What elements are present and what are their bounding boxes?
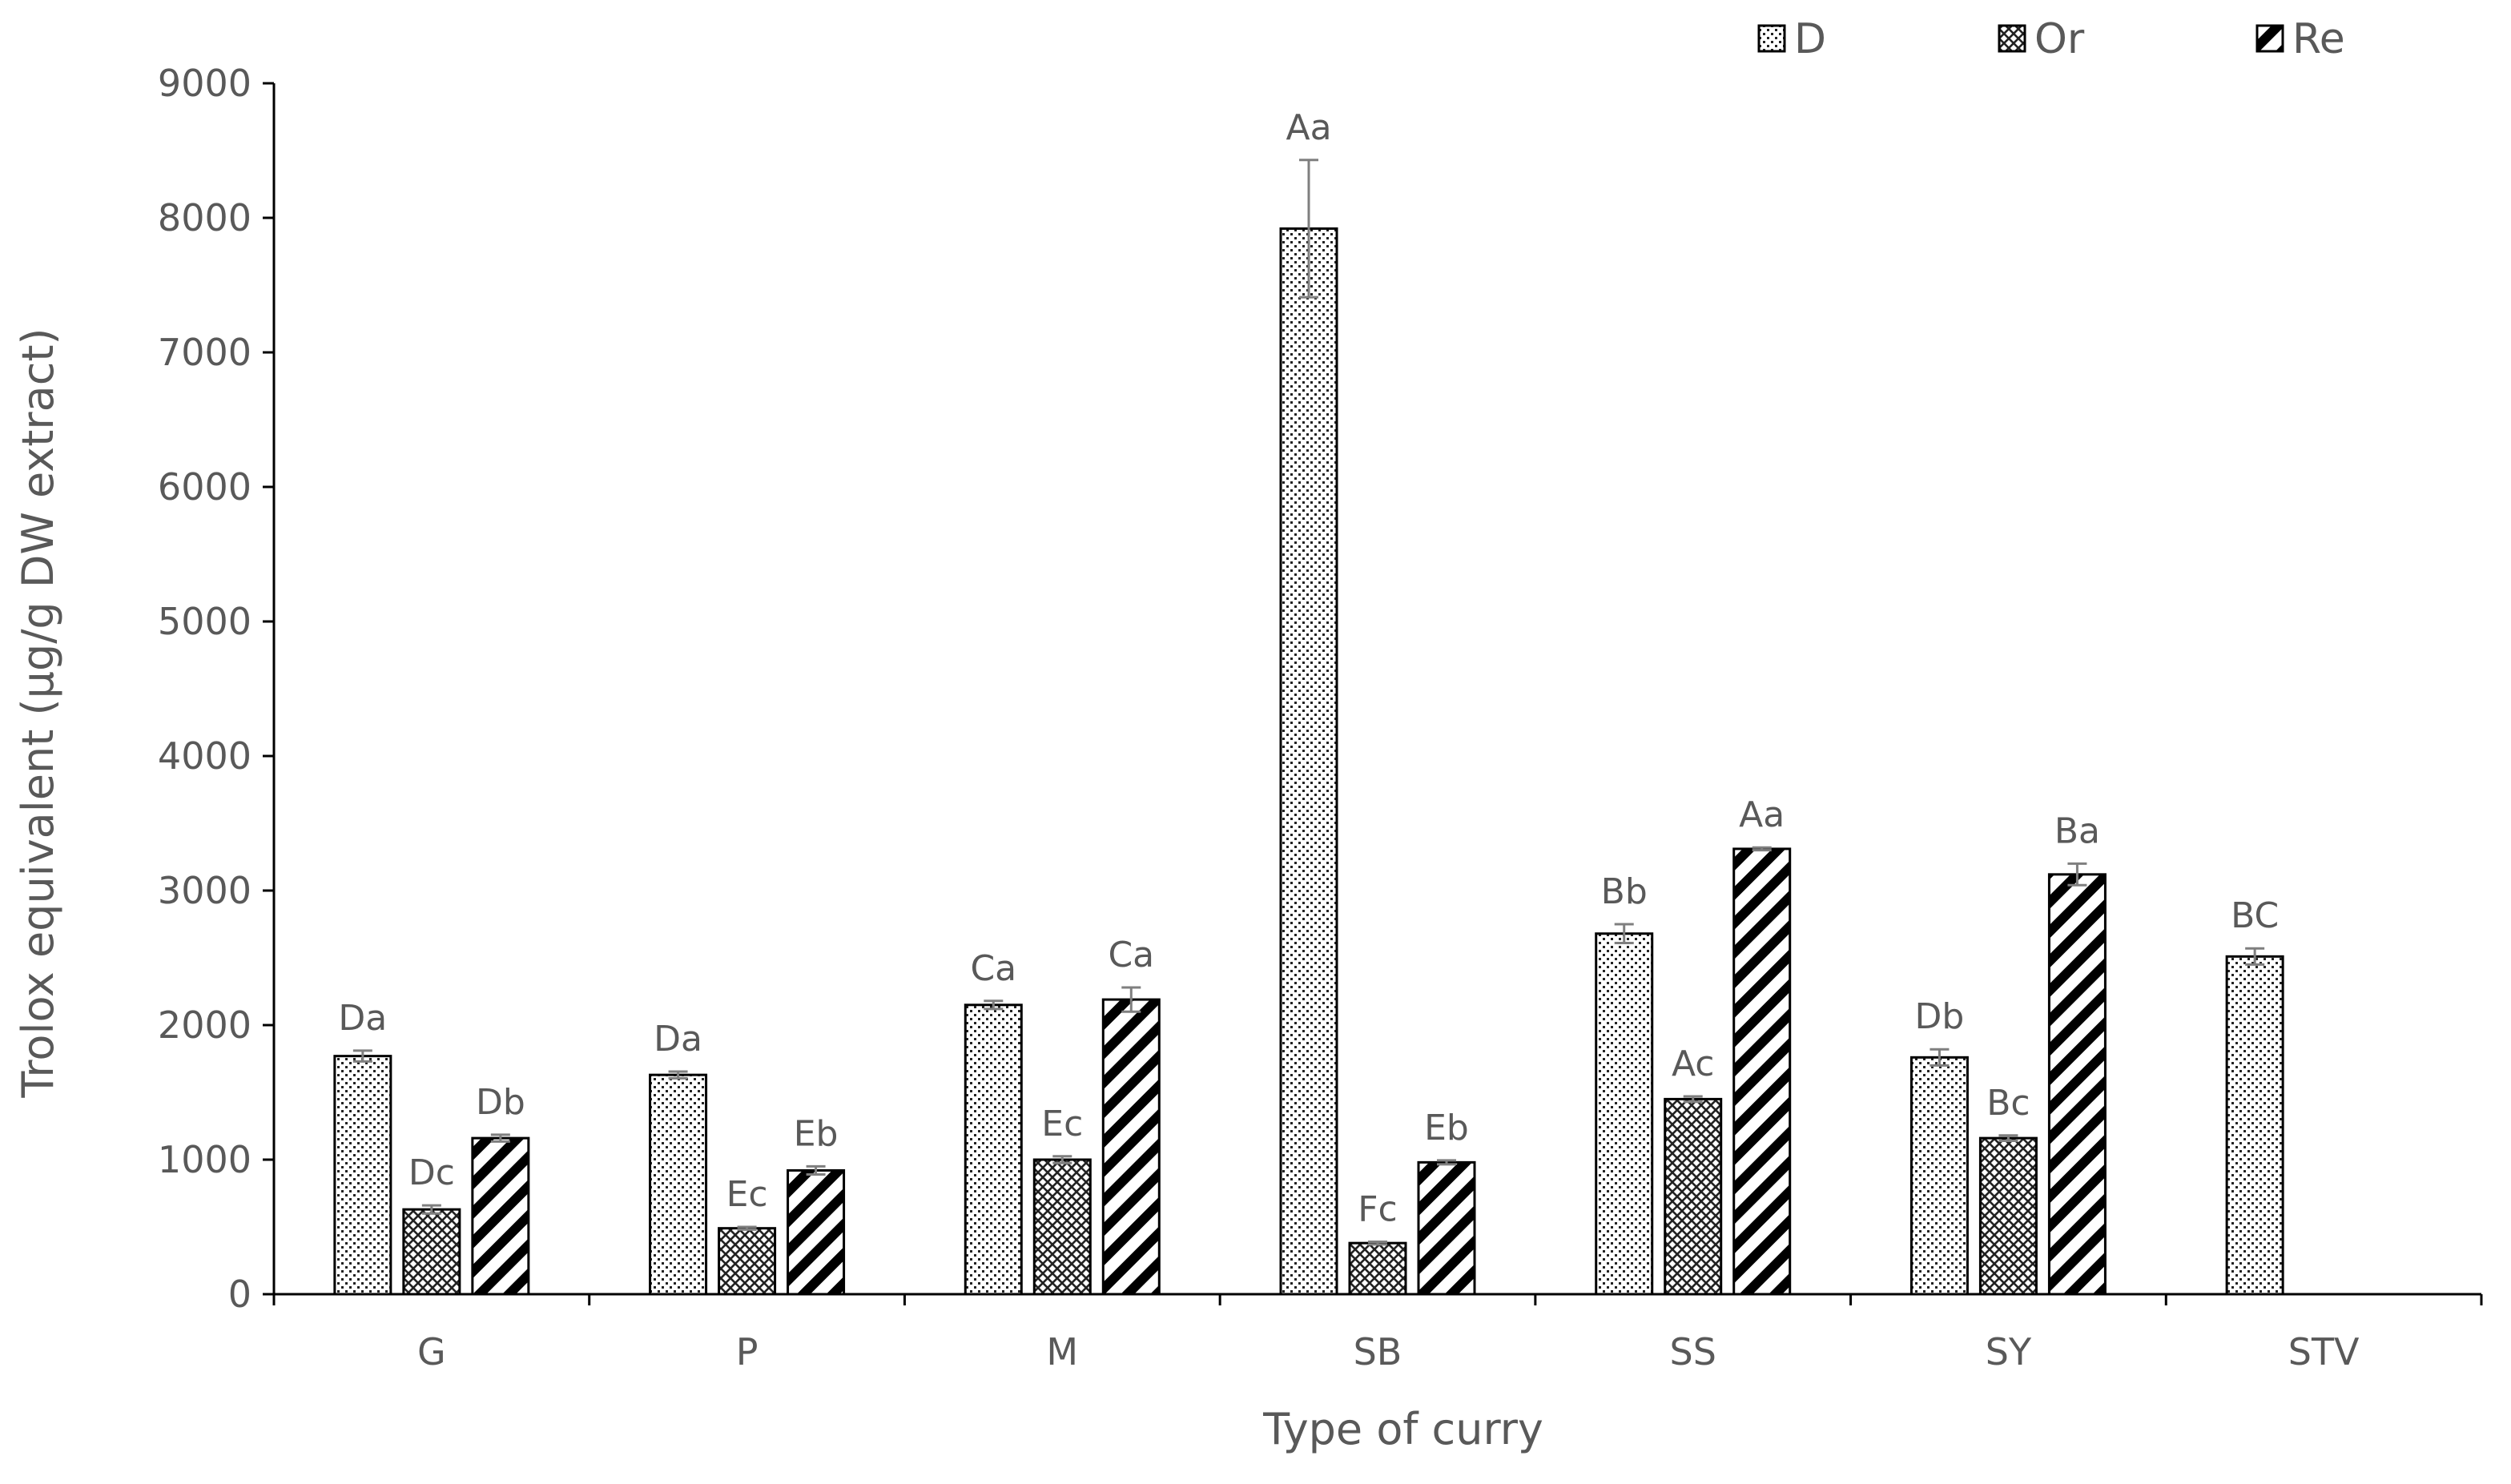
- bar: [1279, 227, 1338, 1296]
- y-axis-title: Trolox equivalent (μg/g DW extract): [13, 328, 63, 1098]
- data-label: Da: [654, 1019, 702, 1060]
- bar: [1978, 1136, 2038, 1296]
- legend-swatch: [2255, 24, 2284, 53]
- x-tick-label: M: [1046, 1330, 1078, 1373]
- y-tick-label: 9000: [158, 62, 252, 105]
- data-label: Ba: [2054, 810, 2100, 851]
- bar: [1032, 1158, 1092, 1296]
- y-tick-label: 8000: [158, 196, 252, 239]
- bar: [402, 1208, 461, 1296]
- legend-label: Or: [2034, 15, 2085, 63]
- y-tick-label: 5000: [158, 600, 252, 643]
- legend-label: D: [1794, 15, 1826, 63]
- y-tick-label: 6000: [158, 465, 252, 509]
- data-label: Bb: [1601, 871, 1648, 912]
- y-tick-label: 7000: [158, 331, 252, 374]
- error-bars-layer: [352, 159, 2265, 1246]
- data-label: Ca: [1108, 935, 1154, 975]
- axes-layer: 0 1000 2000 3000 4000 5000 6000 7000 8000 9000 G P M…: [158, 62, 2483, 1373]
- y-tick-label: 1000: [158, 1138, 252, 1181]
- y-tick-label: 0: [228, 1273, 252, 1316]
- x-tick-label: P: [736, 1330, 759, 1373]
- bar: [1664, 1097, 1723, 1296]
- data-label: Bc: [1986, 1083, 2030, 1124]
- legend-swatch: [1998, 24, 2026, 53]
- bar: [333, 1055, 392, 1296]
- x-tick-label: SB: [1354, 1330, 1402, 1373]
- bar: [1417, 1160, 1476, 1296]
- bar: [2047, 873, 2107, 1296]
- data-label: Ac: [1672, 1044, 1715, 1084]
- data-label: Ec: [726, 1174, 768, 1215]
- bar: [1909, 1056, 1969, 1296]
- legend-label: Re: [2292, 15, 2345, 63]
- data-label: Dc: [408, 1152, 455, 1193]
- bar: [1101, 998, 1161, 1296]
- y-tick-label: 4000: [158, 734, 252, 778]
- x-tick-label: SY: [1986, 1330, 2032, 1373]
- bar: [718, 1227, 777, 1296]
- data-label: BC: [2231, 895, 2279, 936]
- x-tick-label: G: [417, 1330, 446, 1373]
- bar: [471, 1136, 530, 1296]
- data-label: Fc: [1358, 1188, 1398, 1229]
- data-label: Aa: [1286, 107, 1331, 148]
- bar: [787, 1168, 846, 1296]
- bar: [964, 1003, 1023, 1296]
- data-label: Da: [338, 998, 387, 1039]
- legend-swatch: [1757, 24, 1786, 53]
- y-tick-label: 2000: [158, 1003, 252, 1047]
- bar: [2225, 955, 2284, 1296]
- bar: [1348, 1241, 1407, 1296]
- bar: [1595, 932, 1654, 1296]
- x-tick-label: SS: [1670, 1330, 1716, 1373]
- x-tick-label: STV: [2288, 1330, 2360, 1373]
- data-label: Eb: [1424, 1108, 1469, 1148]
- y-tick-label: 3000: [158, 869, 252, 912]
- bars-layer: [333, 227, 2284, 1296]
- legend: D Or Re: [1757, 15, 2345, 63]
- bar: [649, 1073, 708, 1296]
- data-label: Ec: [1041, 1104, 1083, 1144]
- x-axis-title: Type of curry: [1262, 1404, 1543, 1454]
- data-label: Db: [1915, 996, 1965, 1037]
- data-label: Ca: [970, 948, 1016, 989]
- bar: [1732, 847, 1792, 1296]
- labels-layer: Da Da Ca Aa Bb Db BC Dc Ec Ec Fc Ac Bc Db Eb Ca Eb Aa Ba: [338, 107, 2279, 1230]
- data-label: Aa: [1739, 794, 1785, 835]
- data-label: Db: [476, 1082, 525, 1123]
- data-label: Eb: [794, 1113, 839, 1154]
